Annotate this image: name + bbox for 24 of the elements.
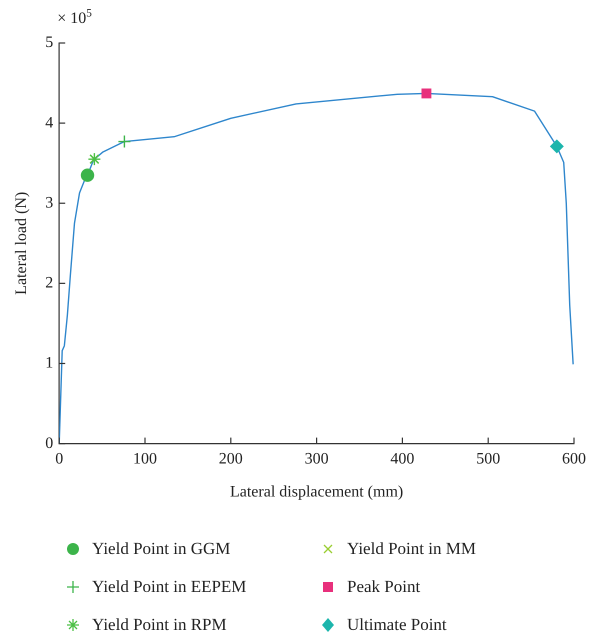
- x-tick-label: 600: [562, 450, 586, 468]
- legend-label: Yield Point in EEPEM: [92, 577, 246, 597]
- legend-label: Ultimate Point: [347, 615, 447, 635]
- y-axis-title: Lateral load (N): [12, 192, 30, 295]
- point: [421, 88, 432, 98]
- y-tick-label: 5: [45, 34, 54, 52]
- y-tick-label: 4: [45, 114, 54, 132]
- point: [550, 140, 564, 154]
- point: [118, 134, 132, 148]
- x-axis-title: Lateral displacement (mm): [230, 484, 404, 501]
- y-tick-label: 1: [45, 354, 54, 372]
- point: [80, 168, 94, 182]
- legend-label: Yield Point in GGM: [92, 539, 230, 559]
- y-tick-label: 3: [45, 194, 54, 212]
- legend-label: Yield Point in RPM: [92, 615, 227, 635]
- y-tick-label: 0: [45, 434, 54, 452]
- x-tick-label: 100: [133, 450, 157, 468]
- legend-label: Peak Point: [347, 577, 420, 597]
- x-tick-label: 500: [476, 450, 500, 468]
- x-tick-label: 300: [304, 450, 329, 468]
- y-tick-label: 2: [45, 274, 54, 292]
- x-tick-label: 400: [390, 450, 414, 468]
- legend-label: Yield Point in MM: [347, 539, 476, 559]
- x-tick-label: 200: [218, 450, 243, 468]
